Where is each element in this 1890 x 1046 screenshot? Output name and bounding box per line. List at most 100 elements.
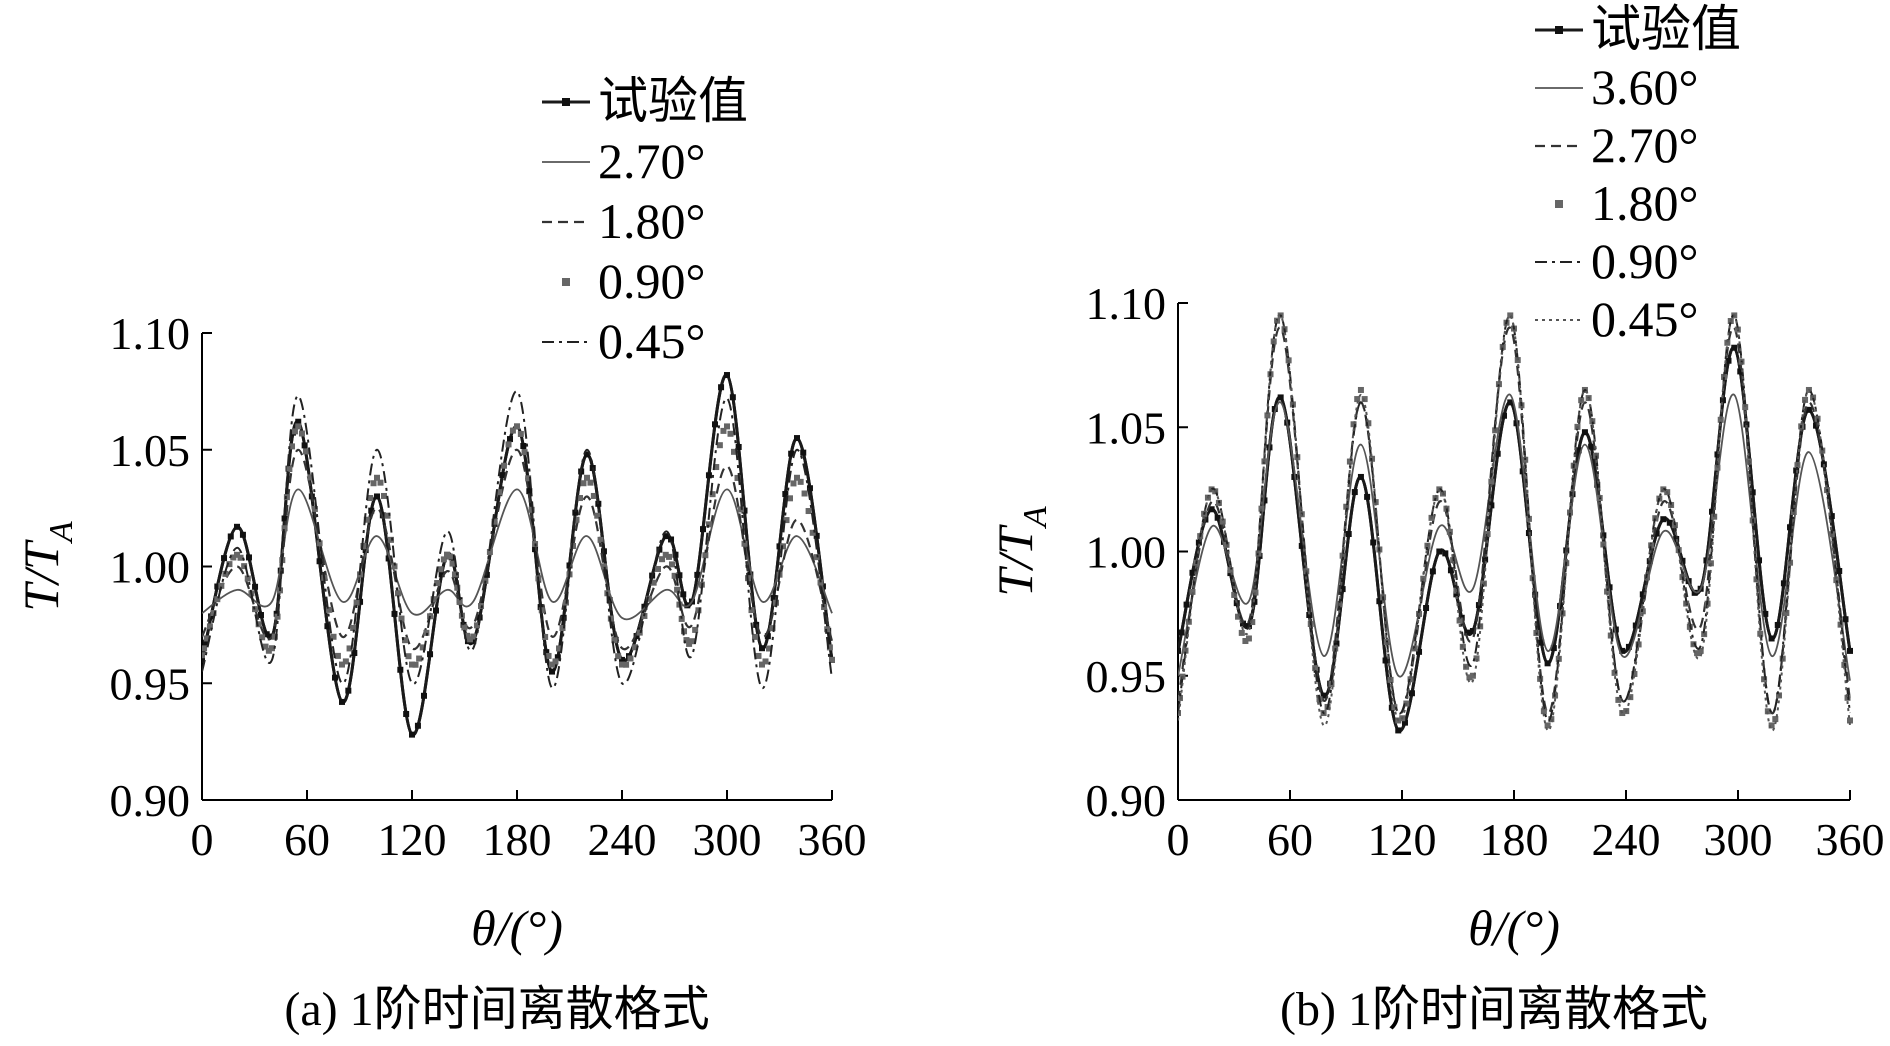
data-point [301, 442, 308, 449]
legend-entry: 0.90° [562, 253, 706, 309]
data-point [440, 556, 447, 563]
data-point [636, 629, 643, 636]
data-point [1494, 450, 1501, 457]
data-point [464, 632, 471, 639]
data-point [1235, 613, 1242, 620]
data-point [202, 645, 208, 652]
legend-label: 2.70° [1591, 117, 1699, 173]
data-point [262, 643, 269, 650]
data-point [560, 614, 567, 621]
data-point [731, 448, 737, 455]
data-point [526, 488, 533, 495]
data-point [1219, 518, 1226, 525]
data-point [580, 480, 587, 487]
data-point [674, 586, 681, 593]
legend-marker [1555, 26, 1563, 34]
data-point [1847, 717, 1853, 724]
data-point [1690, 641, 1697, 648]
data-point [1178, 647, 1181, 654]
data-point [1588, 443, 1595, 450]
data-point [339, 698, 345, 705]
data-point [759, 661, 765, 668]
data-point [1639, 591, 1646, 598]
data-point [683, 637, 690, 644]
data-point [1446, 528, 1453, 535]
data-point [1749, 489, 1756, 496]
data-point [1805, 406, 1812, 413]
data-point [1836, 568, 1843, 575]
data-point [1183, 601, 1190, 608]
data-point [202, 652, 205, 659]
data-point [1298, 542, 1305, 549]
data-point [572, 509, 579, 516]
data-point [1691, 589, 1698, 596]
data-point [1208, 506, 1215, 513]
data-point [381, 492, 387, 499]
data-point [623, 661, 630, 668]
data-point [554, 654, 561, 661]
data-point [1631, 670, 1638, 677]
data-point [809, 529, 816, 536]
data-point [456, 598, 463, 605]
data-point [1731, 344, 1738, 351]
data-point [1787, 524, 1794, 531]
data-point [1447, 567, 1454, 574]
data-point [646, 595, 653, 602]
data-point [1625, 643, 1632, 650]
data-point [662, 551, 669, 558]
data-point [1466, 674, 1473, 681]
data-point [202, 656, 205, 663]
data-point [724, 423, 730, 430]
data-point [716, 442, 723, 449]
data-point [368, 507, 375, 514]
series-group [1178, 312, 1853, 729]
data-point [1339, 586, 1346, 593]
data-point [577, 495, 583, 502]
data-point [824, 626, 831, 633]
series-group [1178, 314, 1851, 732]
legend-label: 0.45° [598, 313, 706, 369]
data-point [1538, 639, 1545, 646]
data-point [437, 566, 444, 573]
data-point [662, 533, 669, 540]
data-point [566, 562, 573, 569]
data-point [627, 655, 634, 662]
data-point [1581, 429, 1588, 436]
data-point [632, 644, 639, 651]
data-point [1357, 386, 1364, 393]
y-axis-label: T/TA [987, 506, 1054, 597]
data-point [1783, 609, 1790, 616]
y-tick-label: 0.95 [110, 658, 191, 709]
data-point [794, 474, 800, 481]
data-point [783, 517, 790, 524]
data-point [1774, 621, 1781, 628]
data-point [432, 607, 439, 614]
data-point [286, 466, 293, 473]
data-point [584, 451, 590, 458]
data-point [1214, 514, 1221, 521]
data-point [1575, 447, 1582, 454]
data-point [1277, 394, 1284, 401]
data-point [1456, 617, 1463, 624]
data-point [324, 623, 331, 630]
data-point [1261, 497, 1268, 504]
data-point [1544, 722, 1551, 729]
data-point [295, 418, 302, 425]
series-group [1178, 326, 1852, 715]
data-point [1612, 626, 1619, 633]
data-point [694, 571, 701, 578]
data-point [1370, 539, 1377, 546]
data-point [271, 633, 278, 640]
data-point [590, 492, 597, 499]
data-point [500, 462, 507, 469]
data-point [713, 464, 720, 471]
data-point [388, 536, 394, 543]
data-point [806, 485, 813, 492]
data-point [230, 554, 237, 561]
data-point [491, 518, 498, 525]
data-point [528, 506, 535, 513]
data-point [676, 572, 683, 579]
data-point [606, 597, 613, 604]
series-line [1178, 393, 1851, 681]
